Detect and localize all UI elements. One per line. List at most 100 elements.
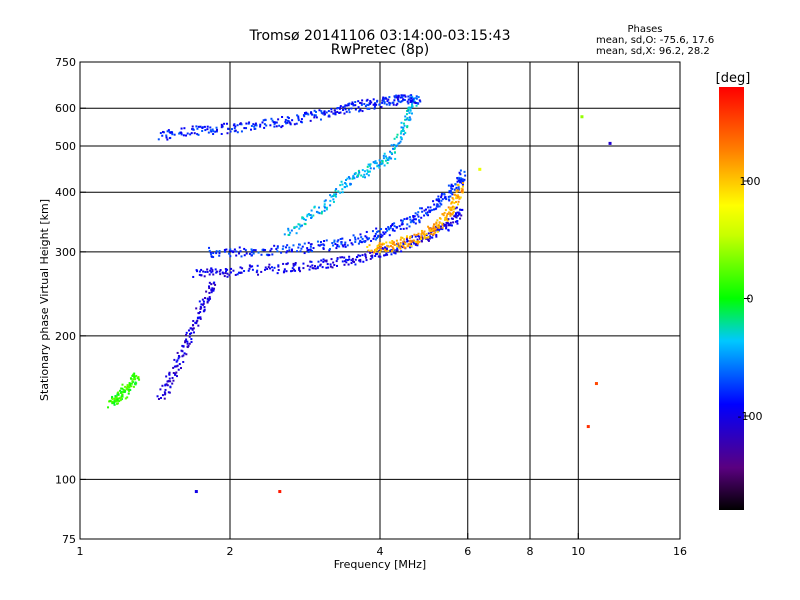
trace-point xyxy=(304,218,307,221)
trace-point xyxy=(405,236,408,239)
trace-point xyxy=(457,211,460,214)
trace-point xyxy=(276,245,279,248)
trace-point xyxy=(210,291,213,294)
trace-point xyxy=(455,201,458,204)
trace-point xyxy=(396,133,399,136)
trace-point xyxy=(449,221,452,224)
trace-point xyxy=(251,249,254,252)
trace-point xyxy=(395,94,398,97)
trace-point xyxy=(318,212,321,215)
trace-point xyxy=(403,98,406,101)
trace-point xyxy=(124,397,127,400)
trace-point xyxy=(455,195,458,198)
trace-point xyxy=(384,231,387,234)
trace-point xyxy=(187,344,190,347)
trace-point xyxy=(432,233,435,236)
trace-point xyxy=(129,382,132,385)
trace-point xyxy=(136,377,139,380)
trace-point xyxy=(191,328,194,331)
trace-point xyxy=(423,233,426,236)
trace-point xyxy=(401,246,404,249)
trace-point xyxy=(364,235,367,238)
trace-point xyxy=(393,151,396,154)
trace-point xyxy=(209,126,212,129)
trace-point xyxy=(313,109,316,112)
trace-point xyxy=(404,115,407,118)
trace-point xyxy=(323,203,326,206)
trace-point xyxy=(341,244,344,247)
trace-point xyxy=(431,236,434,239)
trace-point xyxy=(444,197,447,200)
trace-point xyxy=(332,200,335,203)
trace-point xyxy=(278,124,281,127)
trace-point xyxy=(406,109,409,112)
trace-point xyxy=(286,121,289,124)
trace-point xyxy=(385,227,388,230)
trace-point xyxy=(188,335,191,338)
trace-point xyxy=(364,255,367,258)
trace-point xyxy=(173,365,176,368)
trace-point xyxy=(431,209,434,212)
trace-point xyxy=(324,206,327,209)
trace-point xyxy=(454,193,457,196)
trace-point xyxy=(352,104,355,107)
trace-point xyxy=(433,208,436,211)
trace-point xyxy=(116,393,119,396)
trace-point xyxy=(464,174,467,177)
trace-point xyxy=(441,213,444,216)
trace-point xyxy=(460,187,463,190)
trace-point xyxy=(299,250,302,253)
trace-point xyxy=(386,229,389,232)
trace-point xyxy=(400,236,403,239)
trace-point xyxy=(253,125,256,128)
trace-point xyxy=(435,225,438,228)
trace-point xyxy=(396,249,399,252)
trace-point xyxy=(448,211,451,214)
trace-point xyxy=(203,308,206,311)
trace-point xyxy=(159,396,162,399)
trace-point xyxy=(176,351,179,354)
trace-point xyxy=(408,216,411,219)
trace-point xyxy=(329,194,332,197)
trace-point xyxy=(212,252,215,255)
trace-point xyxy=(382,97,385,100)
trace-point xyxy=(240,130,243,133)
trace-point xyxy=(457,186,460,189)
trace-point xyxy=(396,98,399,101)
trace-point xyxy=(302,114,305,117)
trace-point xyxy=(458,171,461,174)
trace-point xyxy=(460,214,463,217)
trace-point xyxy=(206,270,209,273)
trace-point xyxy=(226,275,229,278)
trace-point xyxy=(457,189,460,192)
trace-point xyxy=(343,263,346,266)
trace-point xyxy=(372,237,375,240)
trace-point xyxy=(408,246,411,249)
trace-point xyxy=(459,196,462,199)
trace-point xyxy=(202,310,205,313)
trace-point xyxy=(379,233,382,236)
trace-point xyxy=(223,122,226,125)
trace-point xyxy=(131,380,134,383)
trace-point xyxy=(347,104,350,107)
trace-point xyxy=(327,266,330,269)
trace-point xyxy=(292,264,295,267)
trace-point xyxy=(270,266,273,269)
trace-point xyxy=(186,342,189,345)
trace-point xyxy=(441,222,444,225)
trace-point xyxy=(345,178,348,181)
trace-point xyxy=(320,110,323,113)
trace-point xyxy=(175,360,178,363)
trace-point xyxy=(344,245,347,248)
trace-point xyxy=(354,104,357,107)
trace-point xyxy=(459,181,462,184)
trace-point xyxy=(408,240,411,243)
trace-point xyxy=(340,180,343,183)
trace-point xyxy=(277,268,280,271)
trace-point xyxy=(390,144,393,147)
trace-point xyxy=(245,252,248,255)
trace-point xyxy=(341,256,344,259)
trace-point xyxy=(293,268,296,271)
trace-point xyxy=(459,177,462,180)
trace-point xyxy=(275,121,278,124)
